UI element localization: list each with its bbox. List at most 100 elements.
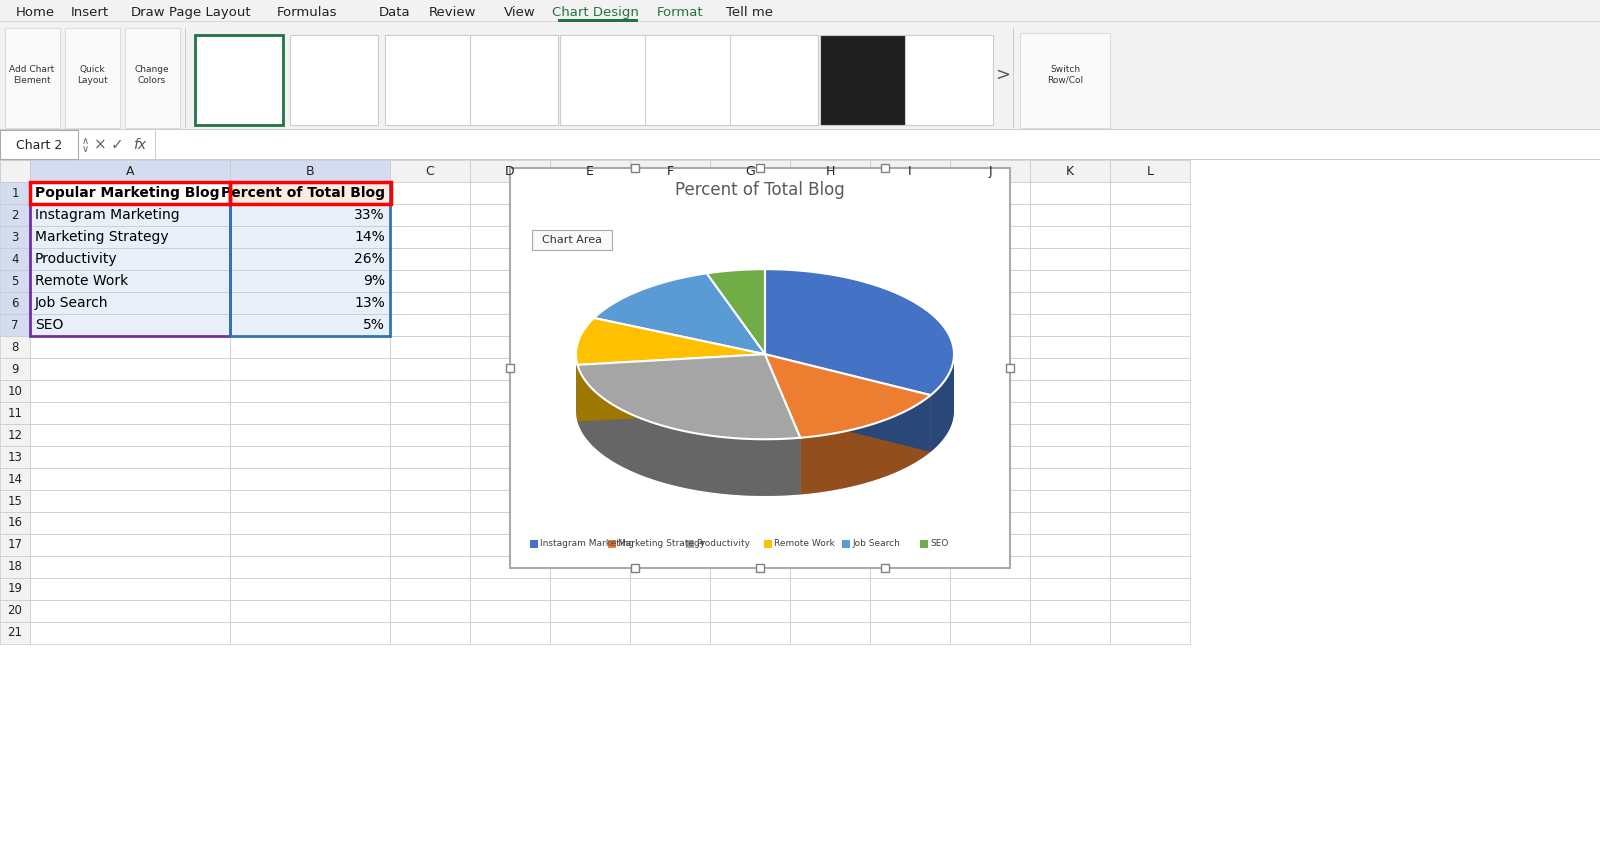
Bar <box>1110 446 1190 468</box>
Bar <box>0 578 30 600</box>
Text: 5%: 5% <box>363 318 386 332</box>
Bar <box>870 160 950 182</box>
Bar <box>790 380 870 402</box>
Bar <box>870 270 950 292</box>
Bar <box>950 424 1030 446</box>
Bar <box>1110 182 1190 204</box>
Bar <box>30 226 230 248</box>
Bar <box>30 292 230 314</box>
Bar <box>790 204 870 226</box>
Bar <box>0 182 30 204</box>
Bar <box>630 556 710 578</box>
Text: D: D <box>506 165 515 177</box>
Text: Job Search: Job Search <box>851 538 899 547</box>
Bar <box>1030 402 1110 424</box>
Bar <box>1110 512 1190 534</box>
Bar <box>470 314 550 336</box>
Text: Marketing Strategy: Marketing Strategy <box>35 230 168 244</box>
Text: 15: 15 <box>8 495 22 507</box>
Bar <box>790 490 870 512</box>
Polygon shape <box>707 269 765 354</box>
Bar <box>470 380 550 402</box>
Bar <box>1110 468 1190 490</box>
Bar <box>390 336 470 358</box>
Bar <box>1110 600 1190 622</box>
Bar <box>870 292 950 314</box>
Bar <box>730 35 818 125</box>
Text: 17: 17 <box>8 538 22 552</box>
Text: Productivity: Productivity <box>696 538 750 547</box>
Bar <box>550 512 630 534</box>
Bar <box>390 622 470 644</box>
Bar <box>950 490 1030 512</box>
Polygon shape <box>576 318 765 365</box>
Bar <box>950 402 1030 424</box>
Text: Marketing Strategy: Marketing Strategy <box>618 538 706 547</box>
Text: SEO: SEO <box>35 318 64 332</box>
Bar <box>950 248 1030 270</box>
Bar <box>630 622 710 644</box>
Bar <box>1110 292 1190 314</box>
Text: G: G <box>746 165 755 177</box>
Bar <box>0 292 30 314</box>
Bar <box>470 182 550 204</box>
Bar <box>950 600 1030 622</box>
Bar <box>790 402 870 424</box>
Bar <box>1030 270 1110 292</box>
Polygon shape <box>578 354 765 421</box>
Bar <box>630 424 710 446</box>
Bar <box>550 270 630 292</box>
Bar <box>882 164 890 172</box>
Bar <box>390 314 470 336</box>
Text: 18: 18 <box>8 560 22 574</box>
Bar <box>906 35 994 125</box>
Bar <box>550 248 630 270</box>
Bar <box>0 380 30 402</box>
Bar <box>1110 380 1190 402</box>
Bar <box>710 248 790 270</box>
Bar <box>550 402 630 424</box>
Text: E: E <box>586 165 594 177</box>
Bar <box>870 600 950 622</box>
Bar <box>550 314 630 336</box>
Bar <box>1030 380 1110 402</box>
Bar <box>230 314 390 336</box>
Bar <box>230 336 390 358</box>
Bar <box>230 292 390 314</box>
Bar <box>710 424 790 446</box>
Text: Change
Colors: Change Colors <box>134 66 170 85</box>
Bar <box>710 600 790 622</box>
Bar <box>230 248 390 270</box>
Bar <box>30 182 230 204</box>
Bar <box>30 446 230 468</box>
Text: 9%: 9% <box>363 274 386 288</box>
Bar <box>550 226 630 248</box>
Bar <box>470 534 550 556</box>
Bar <box>230 182 390 204</box>
Bar <box>630 204 710 226</box>
Bar <box>30 600 230 622</box>
Polygon shape <box>765 354 931 452</box>
Bar <box>870 204 950 226</box>
Bar <box>550 336 630 358</box>
Bar <box>950 380 1030 402</box>
Bar <box>550 446 630 468</box>
Text: ✓: ✓ <box>110 137 123 152</box>
Bar <box>790 182 870 204</box>
Bar <box>870 402 950 424</box>
Bar <box>630 468 710 490</box>
Bar <box>1110 248 1190 270</box>
Bar <box>5 28 61 128</box>
Bar <box>230 468 390 490</box>
Bar <box>1110 204 1190 226</box>
Bar <box>710 446 790 468</box>
Polygon shape <box>765 354 931 438</box>
Bar <box>0 0 1600 130</box>
Bar <box>30 336 230 358</box>
Text: Percent of Total Blog: Percent of Total Blog <box>675 181 845 199</box>
Polygon shape <box>765 354 800 495</box>
Bar <box>230 490 390 512</box>
Bar <box>30 490 230 512</box>
Bar <box>870 490 950 512</box>
Bar <box>0 159 1600 160</box>
